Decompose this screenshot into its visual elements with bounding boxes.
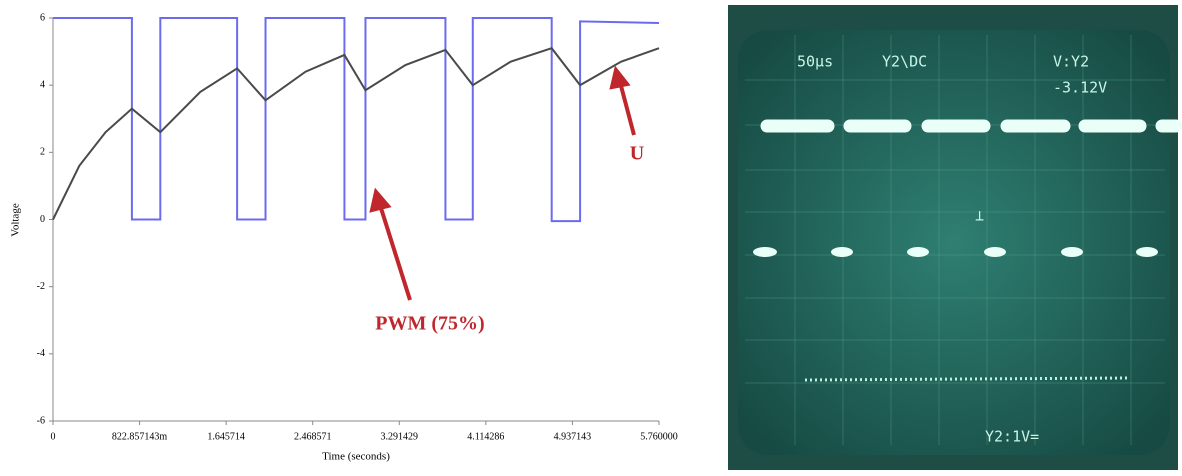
y-tick-label: 0 (40, 214, 45, 225)
arrow (380, 205, 410, 300)
osc-cursor: V:Y2 (1053, 53, 1089, 71)
oscilloscope: 50μs Y2\DC V:Y2 -3.12V ⊥ Y2:1V= (728, 5, 1178, 470)
osc-ground-marker: ⊥ (975, 207, 984, 225)
x-tick-label: 4.114286 (467, 431, 504, 442)
page: Voltage Time (seconds) PWM (75%) U -6 -4 -… (0, 0, 1182, 471)
y-tick-label: 6 (40, 12, 45, 23)
arrow-head (612, 70, 627, 87)
osc-channel: Y2\DC (882, 53, 927, 71)
annotation: U (630, 143, 644, 165)
y-tick-label: -4 (37, 348, 45, 359)
y-tick-label: -6 (37, 415, 45, 426)
x-tick-label: 4.937143 (554, 431, 592, 442)
x-tick-label: 0 (51, 431, 56, 442)
x-tick-label: 1.645714 (207, 431, 245, 442)
chart: Voltage Time (seconds) PWM (75%) U -6 -4 -… (10, 12, 678, 462)
x-tick-label: 2.468571 (294, 431, 332, 442)
osc-cursor-value: -3.12V (1053, 79, 1107, 97)
arrow-head (372, 192, 388, 210)
y-tick-label: -2 (37, 281, 45, 292)
x-tick-label: 5.760000 (640, 431, 678, 442)
osc-scale: Y2:1V= (985, 428, 1039, 446)
y-tick-label: 4 (40, 79, 45, 90)
series-line (53, 48, 659, 219)
y-tick-label: 2 (40, 147, 45, 158)
arrow (620, 82, 634, 135)
y-axis-label: Voltage (10, 203, 22, 237)
x-tick-label: 3.291429 (381, 431, 419, 442)
x-tick-label: 822.857143m (112, 431, 168, 442)
annotation: PWM (75%) (375, 313, 484, 335)
osc-timebase: 50μs (797, 53, 833, 71)
x-axis-label: Time (seconds) (322, 451, 390, 463)
arrows (372, 70, 634, 300)
